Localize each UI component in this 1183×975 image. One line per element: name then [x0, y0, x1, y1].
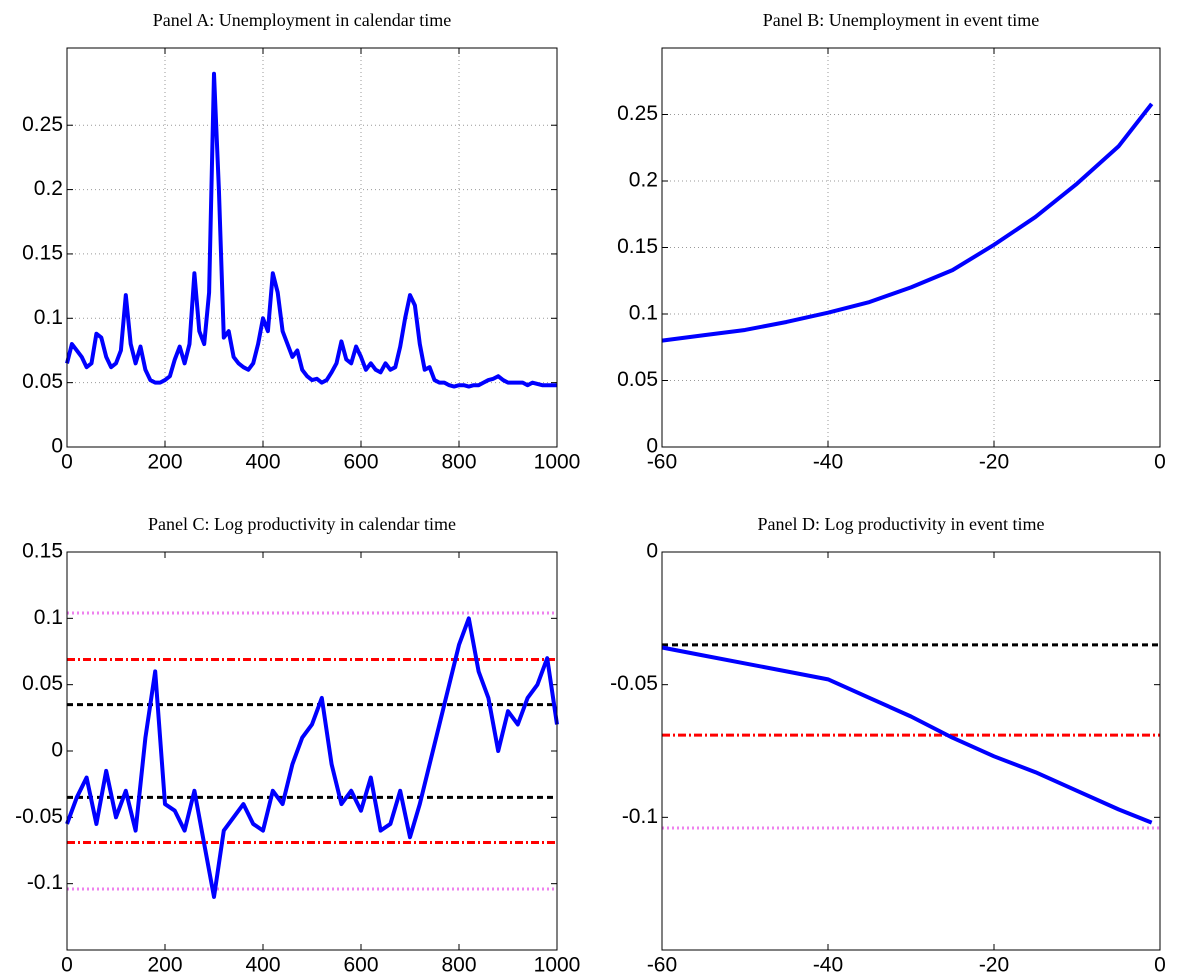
y-tick-label: 0.1 [629, 302, 658, 325]
x-tick-label: 200 [147, 451, 182, 474]
data-line [65, 71, 557, 389]
y-tick-label: 0.05 [22, 370, 63, 393]
y-tick-label: 0.1 [34, 606, 63, 629]
panel-title: Panel C: Log productivity in calendar ti… [148, 514, 456, 534]
y-tick-label: 0.2 [629, 169, 658, 192]
y-tick-label: -0.05 [610, 672, 658, 695]
y-tick-label: 0 [646, 435, 658, 458]
y-tick-label: 0.05 [617, 368, 658, 391]
y-tick-label: -0.1 [622, 805, 658, 828]
panel-title: Panel D: Log productivity in event time [758, 514, 1045, 534]
y-tick-label: 0.1 [34, 306, 63, 329]
x-tick-label: -60 [647, 451, 677, 474]
y-tick-label: 0.25 [22, 113, 63, 136]
y-tick-label: 0.05 [22, 672, 63, 695]
x-tick-label: -20 [979, 954, 1009, 975]
plot-frame [661, 47, 1161, 448]
x-tick-label: -60 [647, 954, 677, 975]
plot-area [67, 48, 557, 447]
x-tick-label: 0 [61, 451, 73, 474]
y-tick-label: -0.05 [15, 805, 63, 828]
y-tick-label: 0 [646, 540, 658, 563]
plot-frame [66, 551, 558, 951]
x-tick-label: 800 [441, 451, 476, 474]
y-tick-label: 0 [51, 435, 63, 458]
data-line [661, 645, 1153, 825]
x-tick-label: 400 [245, 954, 280, 975]
x-tick-label: 200 [147, 954, 182, 975]
x-tick-label: 0 [1154, 954, 1166, 975]
y-tick-label: 0.2 [34, 177, 63, 200]
data-line [65, 616, 559, 899]
plot-frame [66, 47, 558, 448]
x-tick-label: 0 [1154, 451, 1166, 474]
plot-area [662, 552, 1160, 950]
y-tick-label: 0.25 [617, 102, 658, 125]
x-tick-label: 1000 [534, 954, 581, 975]
y-tick-label: -0.1 [27, 871, 63, 894]
x-tick-label: -20 [979, 451, 1009, 474]
x-tick-label: 1000 [534, 451, 581, 474]
plot-frame [661, 551, 1161, 951]
y-tick-label: 0.15 [22, 241, 63, 264]
x-tick-label: 400 [245, 451, 280, 474]
y-tick-label: 0.15 [22, 540, 63, 563]
x-tick-label: -40 [813, 954, 843, 975]
panel-title: Panel B: Unemployment in event time [763, 10, 1039, 30]
x-tick-label: 600 [343, 451, 378, 474]
plot-area [67, 552, 557, 950]
x-tick-label: 800 [441, 954, 476, 975]
x-tick-label: -40 [813, 451, 843, 474]
y-tick-label: 0 [51, 739, 63, 762]
panel-title: Panel A: Unemployment in calendar time [153, 10, 451, 30]
x-tick-label: 0 [61, 954, 73, 975]
data-line [661, 102, 1154, 343]
y-tick-label: 0.15 [617, 235, 658, 258]
x-tick-label: 600 [343, 954, 378, 975]
